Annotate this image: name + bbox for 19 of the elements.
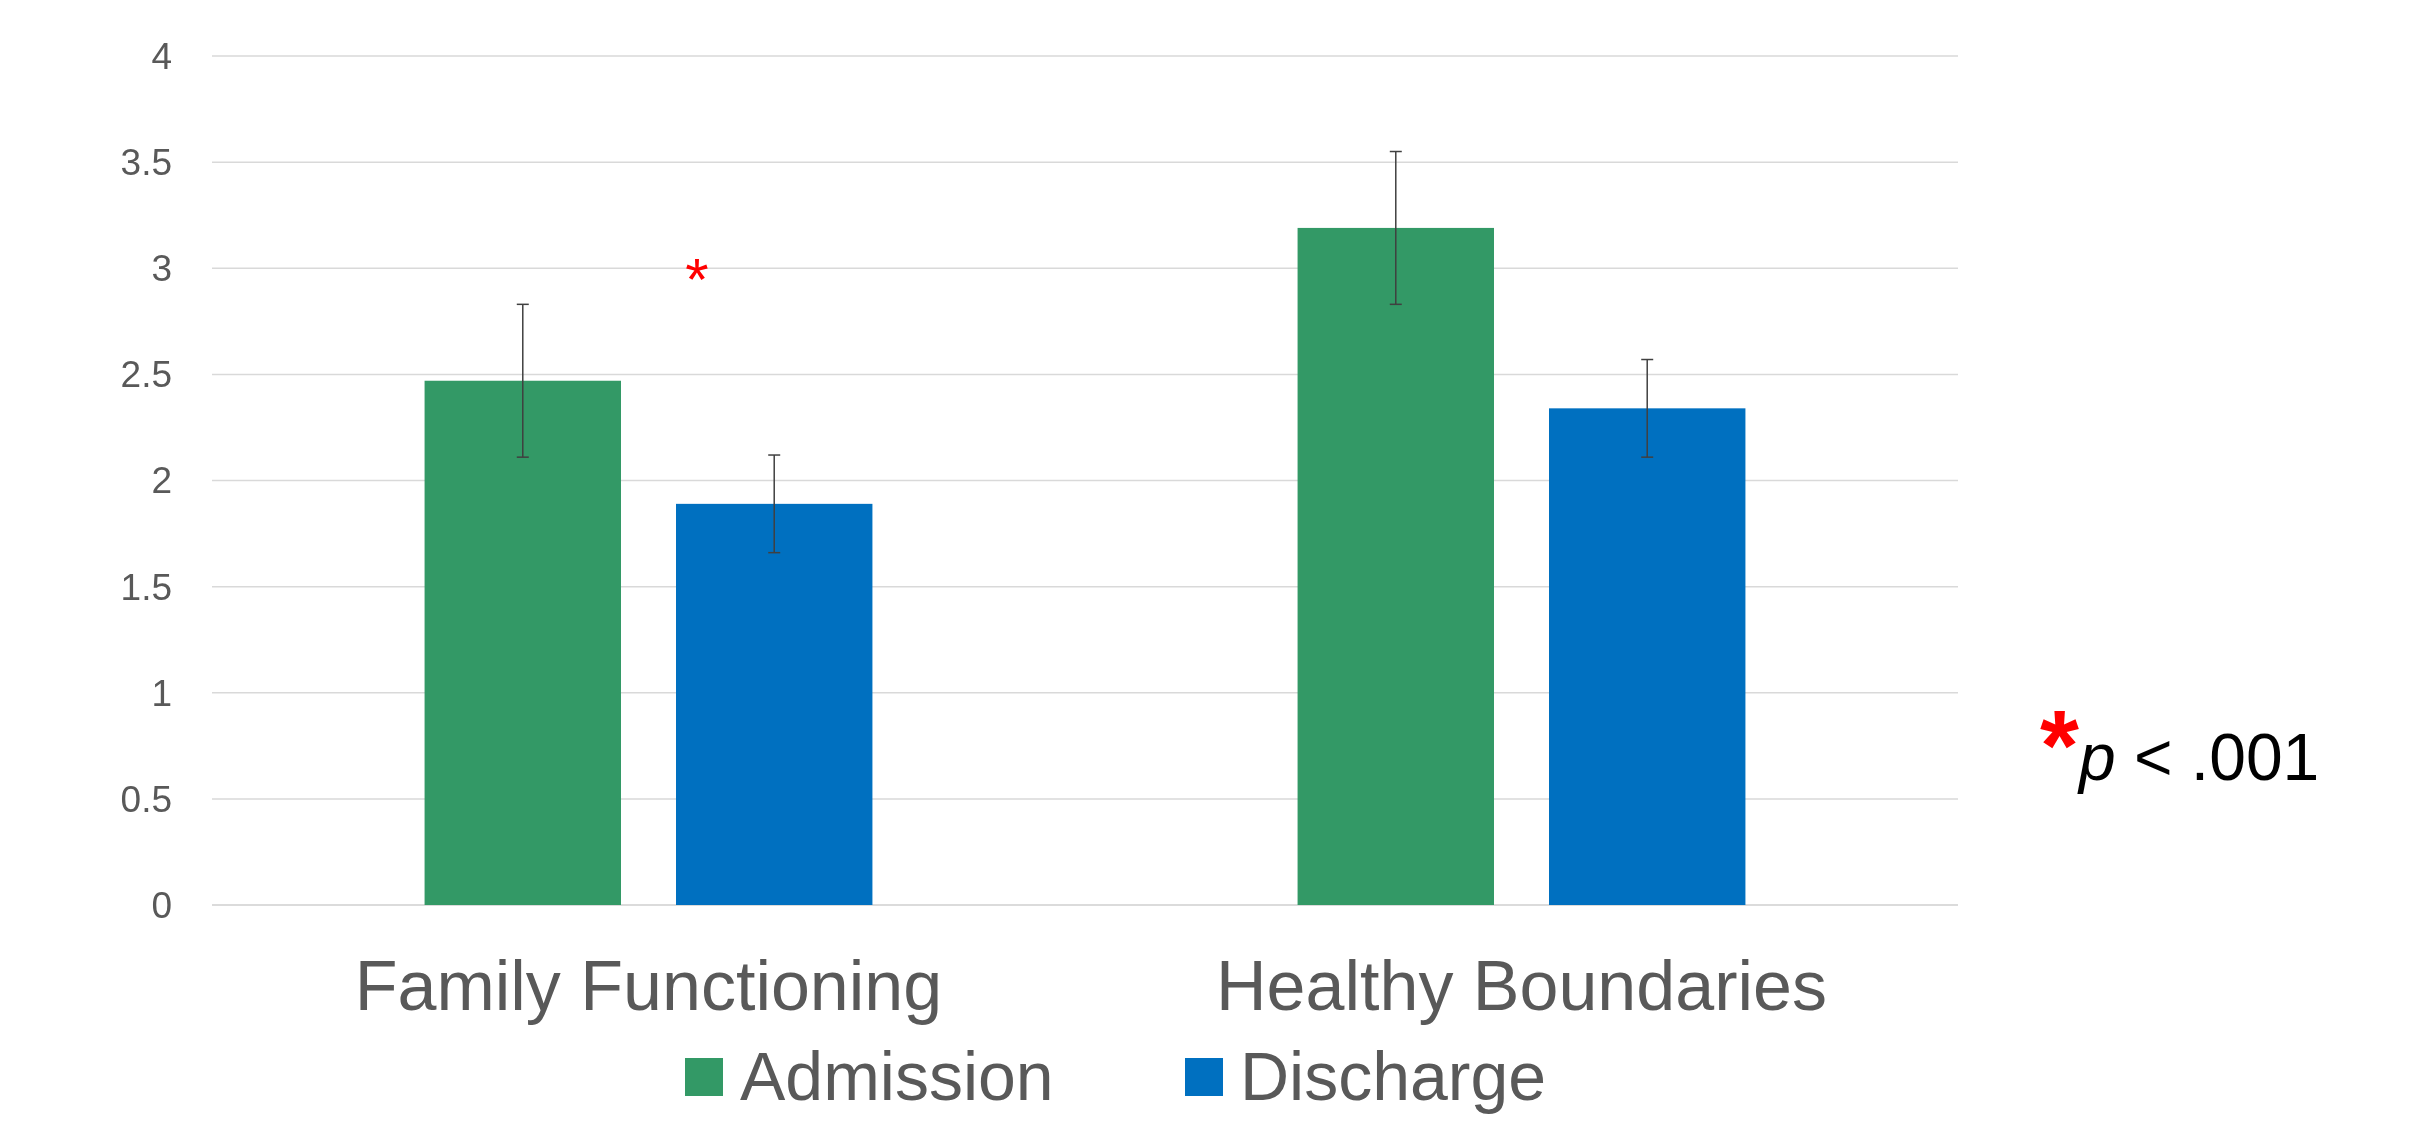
legend-label: Admission — [740, 1038, 1054, 1114]
y-tick-label: 4 — [151, 35, 172, 77]
y-tick-label: 3 — [151, 248, 172, 290]
y-tick-label: 2.5 — [120, 354, 172, 396]
y-tick-label: 0.5 — [120, 778, 172, 820]
bar — [1297, 227, 1495, 905]
bar — [424, 380, 621, 905]
bar — [1549, 408, 1746, 905]
annotation: * — [685, 246, 709, 313]
y-tick-label: 0 — [151, 884, 172, 926]
x-tick-label: Family Functioning — [354, 947, 943, 1025]
legend-label: Discharge — [1240, 1038, 1547, 1114]
y-tick-label: 1 — [151, 672, 172, 714]
bar — [676, 503, 873, 905]
text: *p < .001 — [2040, 689, 2320, 801]
y-tick-label: 1.5 — [120, 566, 172, 608]
x-tick-label: Healthy Boundaries — [1216, 947, 1827, 1025]
y-tick-label: 3.5 — [120, 142, 172, 184]
y-tick-label: 2 — [151, 460, 172, 502]
